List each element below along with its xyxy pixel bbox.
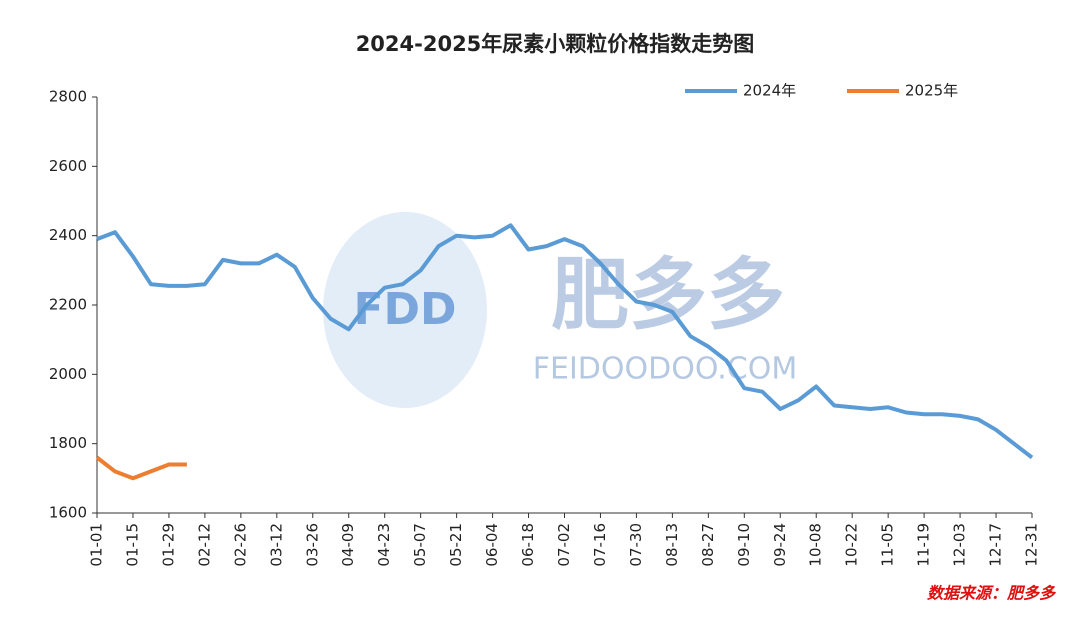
x-tick-label: 04-09 — [339, 523, 357, 567]
y-tick-label: 1600 — [49, 504, 87, 522]
x-tick-label: 03-12 — [267, 523, 285, 567]
watermark-logo: FDD — [353, 284, 456, 335]
x-tick-label: 12-03 — [951, 523, 969, 567]
x-tick-label: 12-17 — [987, 523, 1005, 567]
series-line — [96, 223, 1034, 460]
source-note: 数据来源：肥多多 — [927, 584, 1057, 603]
x-tick-label: 10-08 — [807, 523, 825, 567]
chart-title: 2024-2025年尿素小颗粒价格指数走势图 — [356, 32, 755, 56]
x-tick-label: 01-29 — [159, 523, 177, 567]
y-tick-label: 2400 — [49, 226, 87, 244]
y-tick-label: 2200 — [49, 296, 87, 314]
x-tick-label: 01-01 — [88, 523, 106, 567]
x-tick-label: 11-19 — [915, 523, 933, 567]
x-tick-label: 09-24 — [771, 523, 789, 567]
watermark-name: 肥多多 — [551, 250, 785, 340]
y-tick-label: 1800 — [49, 434, 87, 452]
watermark: FDD 肥多多 FEIDOODOO.COM — [323, 212, 797, 408]
x-tick-label: 02-12 — [195, 523, 213, 567]
x-tick-label: 01-15 — [123, 523, 141, 567]
x-tick-label: 03-26 — [303, 523, 321, 567]
x-tick-label: 08-13 — [663, 523, 681, 567]
x-tick-label: 05-21 — [447, 523, 465, 567]
x-tick-label: 06-18 — [519, 523, 537, 567]
legend-label: 2025年 — [905, 82, 958, 100]
x-tick-label: 08-27 — [699, 523, 717, 567]
series-line — [95, 455, 187, 481]
x-tick-label: 07-16 — [591, 523, 609, 567]
x-tick-label: 07-30 — [627, 523, 645, 567]
watermark-logo-shape — [323, 212, 487, 408]
x-tick-label: 04-23 — [375, 523, 393, 567]
x-tick-label: 02-26 — [231, 523, 249, 567]
x-tick-label: 10-22 — [843, 523, 861, 567]
y-tick-label: 2600 — [49, 157, 87, 175]
x-tick-label: 11-05 — [879, 523, 897, 567]
x-tick-label: 12-31 — [1023, 523, 1041, 567]
y-tick-label: 2000 — [49, 365, 87, 383]
x-tick-label: 06-04 — [483, 523, 501, 567]
x-tick-label: 09-10 — [735, 523, 753, 567]
x-tick-label: 05-07 — [411, 523, 429, 567]
x-tick-label: 07-02 — [555, 523, 573, 567]
watermark-site: FEIDOODOO.COM — [533, 352, 797, 387]
y-tick-label: 2800 — [49, 88, 87, 106]
legend-label: 2024年 — [743, 82, 796, 100]
